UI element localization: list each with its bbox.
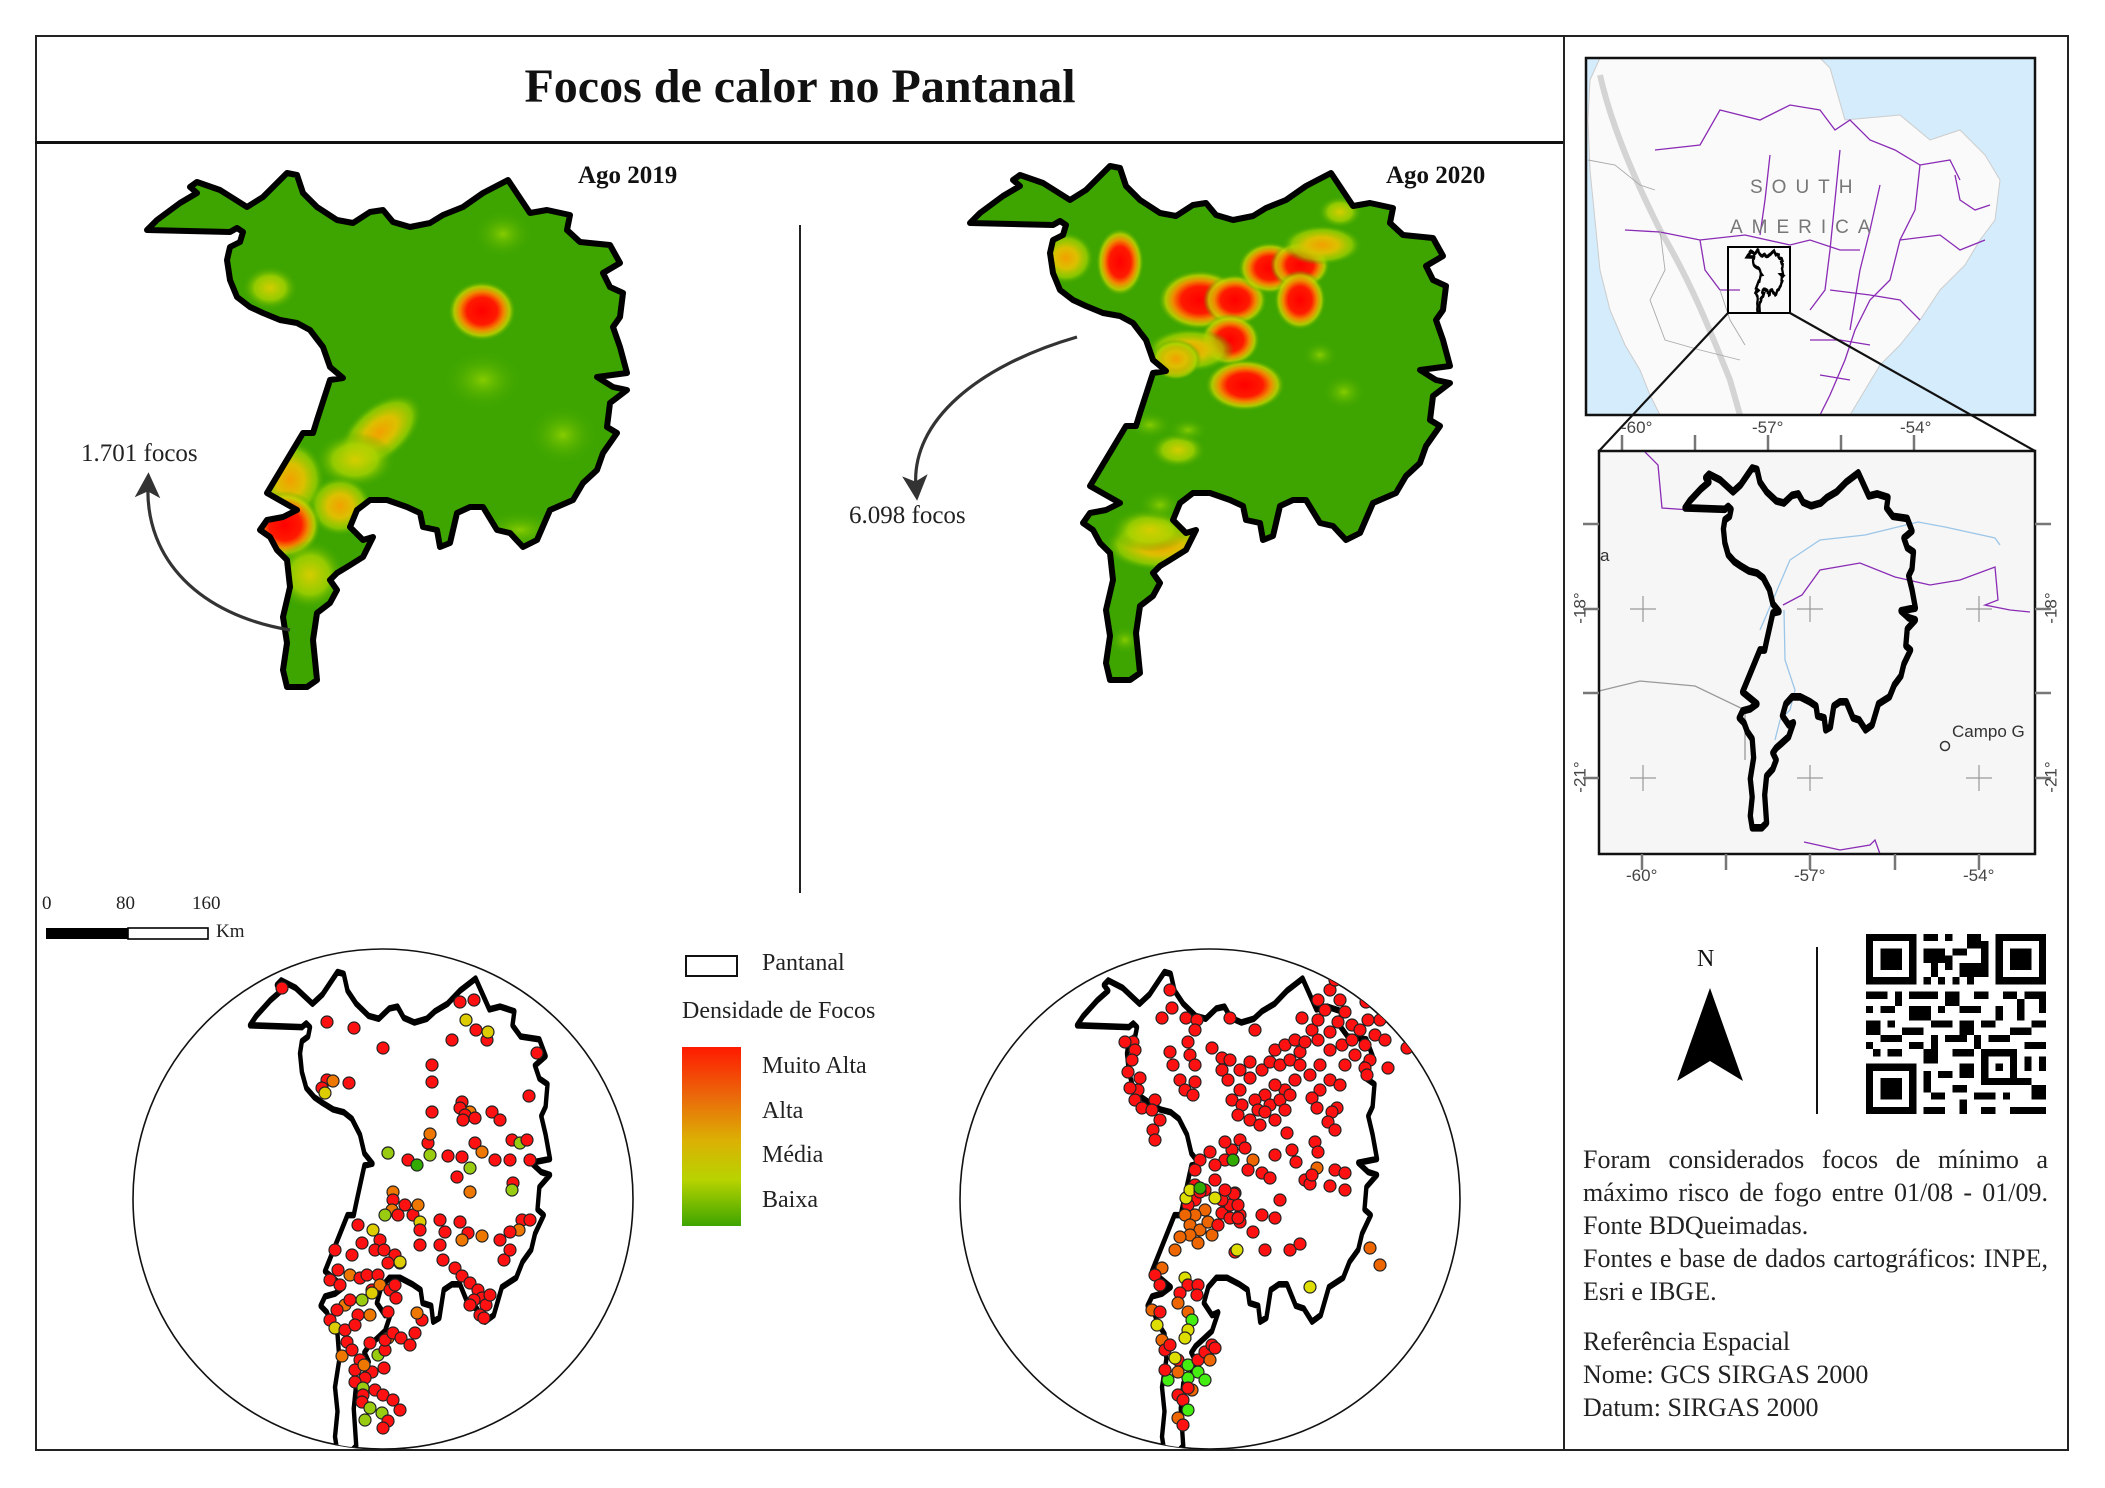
legend-class-baixa: Baixa (762, 1187, 818, 1213)
ref-datum: Datum: SIRGAS 2000 (1583, 1393, 1819, 1422)
arrow-2020 (902, 335, 1078, 501)
campo-grande-marker (1939, 740, 1951, 752)
detail-lat-18-right: -18° (2041, 592, 2061, 624)
maps-divider (799, 225, 801, 893)
dots-2019 (132, 948, 634, 1450)
legend-class-muito-alta: Muito Alta (762, 1053, 867, 1079)
legend-class-media: Média (762, 1142, 824, 1168)
legend-pantanal-label: Pantanal (762, 950, 845, 976)
place-partial-label: a (1600, 546, 1610, 565)
detail-lat-21-right: -21° (2041, 761, 2061, 793)
notes-source: Foram considerados focos de mínimo a máx… (1583, 1145, 2048, 1240)
label-america: AMERICA (1730, 217, 1880, 238)
legend-color-ramp (682, 1047, 741, 1226)
panel-divider (1563, 35, 1565, 1451)
overview-lon-60: -60° (1621, 418, 1653, 437)
scale-bar (46, 927, 209, 940)
map-label-2019: Ago 2019 (578, 162, 678, 189)
detail-lon-54: -54° (1963, 866, 1995, 885)
heatmap-2019 (140, 165, 640, 695)
detail-lat-18-left: -18° (1570, 592, 1590, 624)
heatmap-2020 (960, 160, 1460, 741)
label-south: SOUTH (1750, 177, 1862, 198)
dots-2020 (959, 948, 1461, 1450)
page-title: Focos de calor no Pantanal (524, 60, 1076, 113)
detail-lat-21-left: -21° (1570, 761, 1590, 793)
spatial-reference: Referência Espacial Nome: GCS SIRGAS 200… (1583, 1325, 1868, 1424)
scale-tick-0: 0 (42, 893, 52, 914)
arrow-2019 (134, 472, 291, 632)
ref-title: Referência Espacial (1583, 1327, 1791, 1356)
detail-lon-60: -60° (1626, 866, 1658, 885)
place-campo-grande: Campo G (1952, 722, 2025, 741)
map-frame (35, 35, 2069, 1451)
notes-cartographic: Fontes e base de dados cartográficos: IN… (1583, 1244, 2048, 1306)
legend-pantanal-swatch (685, 955, 738, 977)
ref-name: Nome: GCS SIRGAS 2000 (1583, 1360, 1869, 1389)
count-label-2020: 6.098 focos (849, 502, 966, 529)
scale-unit: Km (216, 921, 245, 942)
scale-tick-160: 160 (192, 893, 221, 914)
legend-class-alta: Alta (762, 1098, 804, 1124)
legend-density-title: Densidade de Focos (682, 998, 876, 1024)
inset-detail-map (1583, 449, 2051, 870)
scale-tick-80: 80 (116, 893, 135, 914)
notes-text: Foram considerados focos de mínimo a máx… (1583, 1143, 2048, 1308)
overview-lon-57: -57° (1752, 418, 1784, 437)
overview-lon-54: -54° (1900, 418, 1932, 437)
qr-code[interactable] (1866, 930, 2046, 1118)
count-label-2019: 1.701 focos (81, 440, 198, 467)
map-label-2020: Ago 2020 (1386, 162, 1486, 189)
detail-lon-57: -57° (1794, 866, 1826, 885)
north-label: N (1697, 946, 1715, 972)
inset-overview-map: SOUTH AMERICA (1584, 56, 2037, 452)
north-arrow-icon (1677, 988, 1743, 1081)
title-divider (35, 141, 1565, 144)
